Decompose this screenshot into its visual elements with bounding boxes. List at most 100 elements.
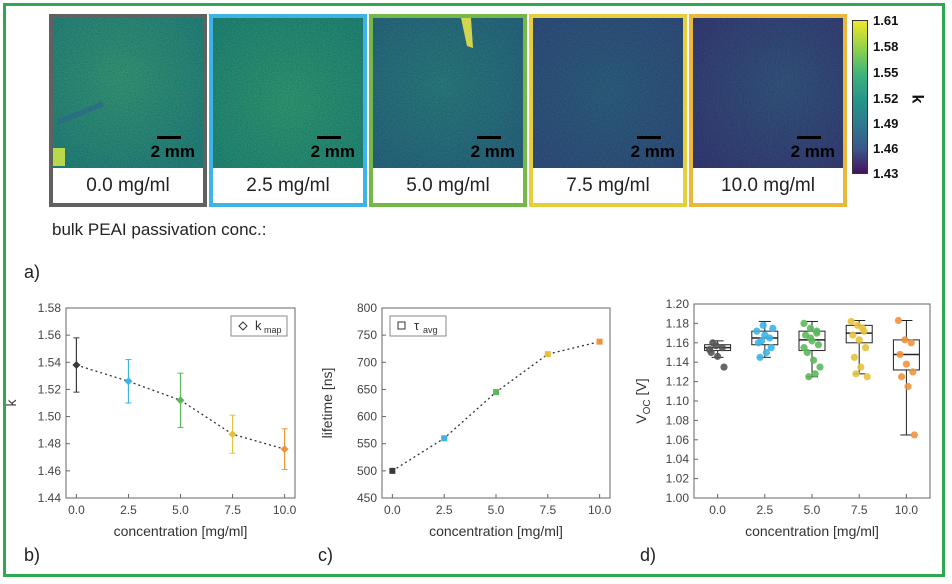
y-tick-label: 1.04 xyxy=(666,452,690,466)
data-point xyxy=(714,352,722,360)
kmap-image-4 xyxy=(693,18,843,168)
data-point xyxy=(800,344,808,352)
x-axis-label: concentration [mg/ml] xyxy=(429,523,563,539)
kmap-svg-2 xyxy=(373,18,523,168)
colorbar-tick: 1.55 xyxy=(873,65,899,80)
legend-label-sub: map xyxy=(264,325,282,335)
data-point xyxy=(806,334,814,342)
x-tick-label: 0.0 xyxy=(709,503,726,517)
trend-line xyxy=(392,341,600,472)
tile-caption: 2.5 mg/ml xyxy=(246,174,330,196)
y-tick-label: 1.46 xyxy=(38,464,62,478)
y-tick-label: 1.20 xyxy=(666,297,690,311)
scale-bar xyxy=(477,136,501,139)
y-tick-label: 500 xyxy=(357,464,377,478)
data-point xyxy=(493,389,499,396)
data-point xyxy=(907,339,915,347)
data-point xyxy=(762,348,770,357)
data-point xyxy=(596,338,603,345)
kmap-svg-1 xyxy=(213,18,363,168)
x-tick-label: 5.0 xyxy=(172,503,189,517)
panel-label-b: b) xyxy=(24,545,41,565)
x-tick-label: 5.0 xyxy=(804,503,821,517)
y-tick-label: 1.12 xyxy=(666,375,690,389)
legend-label-sub: avg xyxy=(423,325,438,335)
figure-frame xyxy=(3,3,945,577)
data-point xyxy=(850,353,858,361)
colorbar-tick: 1.58 xyxy=(873,39,899,54)
y-tick-label: 1.52 xyxy=(38,382,62,396)
kmap-image-3 xyxy=(533,18,683,168)
data-point xyxy=(441,435,448,442)
scale-bar xyxy=(797,136,821,139)
panel-label-c: c) xyxy=(318,545,333,565)
colorbar xyxy=(852,20,868,174)
data-point xyxy=(761,331,769,339)
scale-bar xyxy=(637,136,661,139)
data-point xyxy=(810,356,818,364)
data-point xyxy=(902,360,910,368)
colorbar-tick: 1.52 xyxy=(873,91,899,106)
y-tick-label: 450 xyxy=(357,491,377,505)
x-tick-label: 2.5 xyxy=(120,503,137,517)
scale-bar xyxy=(317,136,341,139)
kmap-tile-2: 2 mm 5.0 mg/ml xyxy=(369,14,527,207)
scale-label: 2 mm xyxy=(150,142,195,161)
kmap-tile-0: 2 mm 0.0 mg/ml xyxy=(49,14,207,207)
data-point xyxy=(847,317,855,326)
y-tick-label: 1.16 xyxy=(666,336,690,350)
data-point xyxy=(709,339,717,347)
colorbar-tick: 1.61 xyxy=(873,13,899,28)
panel-label-d: d) xyxy=(640,545,657,565)
tile-caption: 10.0 mg/ml xyxy=(721,174,815,196)
y-axis-label: lifetime [ns] xyxy=(319,368,335,439)
y-tick-label: 1.54 xyxy=(38,355,62,369)
x-tick-label: 10.0 xyxy=(588,503,612,517)
scale-label: 2 mm xyxy=(470,142,515,161)
colorbar-tick: 1.49 xyxy=(873,116,899,131)
x-tick-label: 0.0 xyxy=(384,503,401,517)
data-point xyxy=(849,331,857,339)
data-point xyxy=(863,373,871,381)
x-axis-label: concentration [mg/ml] xyxy=(745,523,879,539)
y-tick-label: 1.02 xyxy=(666,472,690,486)
x-tick-label: 7.5 xyxy=(851,503,868,517)
data-point xyxy=(896,350,904,359)
data-point xyxy=(544,351,551,358)
x-axis-label: concentration [mg/ml] xyxy=(114,523,248,539)
y-axis-label: k xyxy=(3,399,19,407)
scale-bar xyxy=(157,136,181,139)
kmap-image-1 xyxy=(213,18,363,168)
data-point xyxy=(72,361,81,369)
kmap-image-2 xyxy=(373,18,523,168)
data-point xyxy=(800,319,808,327)
legend-box xyxy=(230,315,288,337)
scale-label: 2 mm xyxy=(630,142,675,161)
data-point xyxy=(753,327,761,335)
data-point xyxy=(898,373,906,381)
y-tick-label: 650 xyxy=(357,382,377,396)
legend-marker xyxy=(397,321,406,330)
y-tick-label: 1.18 xyxy=(666,316,690,330)
y-tick-label: 1.00 xyxy=(666,491,690,505)
x-tick-label: 2.5 xyxy=(436,503,453,517)
kmap-image-0 xyxy=(53,18,203,168)
y-tick-label: 1.10 xyxy=(666,394,690,408)
x-tick-label: 0.0 xyxy=(68,503,85,517)
data-point xyxy=(855,336,863,344)
scale-label: 2 mm xyxy=(310,142,355,161)
legend-label: k xyxy=(255,318,262,333)
x-tick-label: 10.0 xyxy=(273,503,297,517)
y-tick-label: 700 xyxy=(357,355,377,369)
data-point xyxy=(389,467,396,474)
legend-label: τ xyxy=(414,318,420,333)
chart-k-vs-concentration: 0.0 2.5 5.0 7.5 10.0 1.44 1.46 1.48 1.50 1.52 1.54… xyxy=(3,301,297,539)
data-point xyxy=(280,445,289,454)
tile-caption: 5.0 mg/ml xyxy=(406,174,490,196)
y-tick-label: 600 xyxy=(357,410,377,424)
kmap-svg-3 xyxy=(533,18,683,168)
legend-box xyxy=(389,315,447,337)
data-point xyxy=(858,324,866,332)
kmap-tile-1: 2 mm 2.5 mg/ml xyxy=(209,14,367,207)
data-point xyxy=(767,344,775,352)
